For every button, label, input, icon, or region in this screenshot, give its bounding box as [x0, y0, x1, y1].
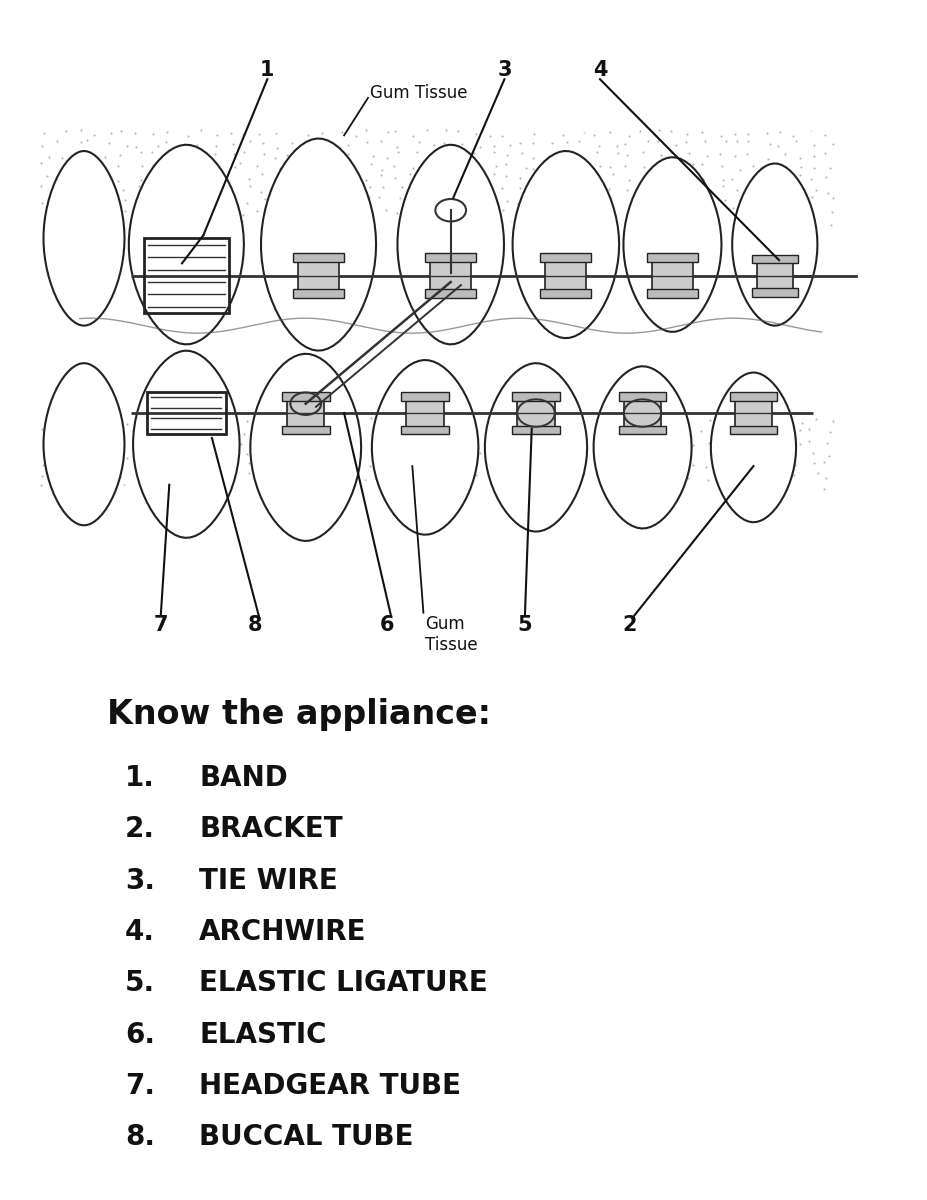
Bar: [293, 289, 344, 299]
Bar: [652, 259, 692, 292]
Text: BAND: BAND: [199, 764, 288, 792]
Text: 2: 2: [623, 616, 637, 635]
Text: BUCCAL TUBE: BUCCAL TUBE: [199, 1123, 413, 1151]
Text: 1: 1: [260, 60, 274, 80]
Polygon shape: [129, 145, 244, 344]
Polygon shape: [513, 151, 619, 338]
Polygon shape: [44, 151, 124, 325]
Text: 5.: 5.: [125, 970, 155, 997]
Bar: [282, 392, 330, 401]
Text: 5: 5: [517, 616, 532, 635]
Text: 6.: 6.: [125, 1020, 155, 1049]
Polygon shape: [261, 138, 376, 350]
Bar: [298, 259, 339, 292]
Bar: [752, 288, 798, 296]
Bar: [144, 239, 229, 313]
Text: 3: 3: [497, 60, 512, 80]
Text: ELASTIC LIGATURE: ELASTIC LIGATURE: [199, 970, 488, 997]
Bar: [618, 392, 667, 401]
Text: 8: 8: [248, 616, 261, 635]
Bar: [293, 253, 344, 262]
Bar: [545, 259, 586, 292]
Text: ARCHWIRE: ARCHWIRE: [199, 918, 367, 946]
Text: 4.: 4.: [125, 918, 155, 946]
Bar: [430, 259, 471, 292]
Bar: [730, 426, 778, 434]
Bar: [624, 398, 661, 428]
Text: 3.: 3.: [125, 866, 155, 894]
Bar: [401, 392, 449, 401]
Bar: [425, 289, 476, 299]
Bar: [401, 426, 449, 434]
Text: 7.: 7.: [125, 1072, 155, 1100]
Bar: [756, 260, 793, 290]
Polygon shape: [732, 163, 818, 325]
Polygon shape: [593, 366, 692, 528]
Text: TIE WIRE: TIE WIRE: [199, 866, 338, 894]
Text: Gum Tissue: Gum Tissue: [370, 84, 467, 102]
Bar: [517, 398, 554, 428]
Bar: [540, 289, 591, 299]
Polygon shape: [398, 145, 504, 344]
Text: 4: 4: [592, 60, 607, 80]
Bar: [406, 398, 444, 428]
Bar: [512, 426, 560, 434]
Bar: [647, 253, 698, 262]
Bar: [512, 392, 560, 401]
Text: HEADGEAR TUBE: HEADGEAR TUBE: [199, 1072, 462, 1100]
Text: Gum
Tissue: Gum Tissue: [425, 616, 477, 654]
Polygon shape: [372, 360, 478, 535]
Bar: [730, 392, 778, 401]
Polygon shape: [624, 157, 721, 332]
Polygon shape: [133, 350, 239, 538]
Bar: [752, 254, 798, 263]
Polygon shape: [44, 364, 124, 526]
Bar: [282, 426, 330, 434]
Text: 2.: 2.: [125, 815, 155, 844]
Text: 7: 7: [154, 616, 168, 635]
Text: 6: 6: [379, 616, 394, 635]
Bar: [735, 398, 772, 428]
Text: BRACKET: BRACKET: [199, 815, 343, 844]
Polygon shape: [485, 364, 587, 532]
Text: 1.: 1.: [125, 764, 155, 792]
Polygon shape: [711, 372, 796, 522]
Bar: [540, 253, 591, 262]
Text: Know the appliance:: Know the appliance:: [107, 697, 490, 731]
Bar: [287, 398, 324, 428]
Text: ELASTIC: ELASTIC: [199, 1020, 327, 1049]
Bar: [618, 426, 667, 434]
Text: 8.: 8.: [125, 1123, 155, 1151]
Bar: [425, 253, 476, 262]
Polygon shape: [250, 354, 362, 541]
Bar: [147, 392, 225, 434]
Bar: [647, 289, 698, 299]
